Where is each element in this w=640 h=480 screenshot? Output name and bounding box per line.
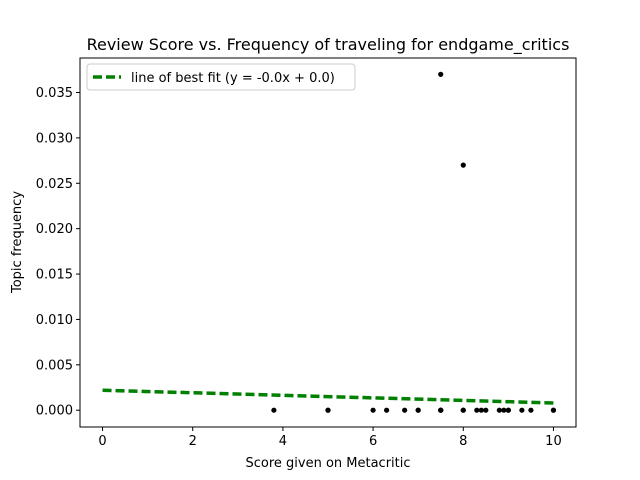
y-axis: 0.000 0.005 0.010 0.015 0.020 0.025 0.030 0.035 [36, 86, 80, 419]
y-tick-label: 0.000 [36, 404, 73, 419]
data-point [528, 407, 534, 413]
plot-frame [79, 57, 577, 428]
legend-box [86, 63, 356, 91]
data-point [438, 71, 444, 77]
data-point [415, 407, 421, 413]
y-tick-label: 0.010 [36, 313, 73, 328]
data-point [370, 407, 376, 413]
data-point [496, 407, 502, 413]
y-tick-label: 0.035 [36, 86, 73, 101]
fit-line [102, 388, 554, 405]
x-axis-label: Score given on Metacritic [245, 456, 410, 471]
data-point [478, 407, 484, 413]
y-tick-label: 0.020 [36, 222, 73, 237]
y-tick-label: 0.005 [36, 358, 73, 373]
data-point [402, 407, 408, 413]
data-point [384, 407, 390, 413]
data-point [501, 407, 507, 413]
data-point [460, 162, 466, 168]
x-tick-label: 2 [189, 434, 197, 449]
x-tick-label: 8 [459, 434, 467, 449]
y-tick-label: 0.015 [36, 268, 73, 283]
data-point [505, 407, 511, 413]
data-point [438, 407, 444, 413]
y-tick-label: 0.025 [36, 177, 73, 192]
x-tick-label: 6 [369, 434, 377, 449]
x-tick-label: 0 [98, 434, 106, 449]
plot-area [102, 71, 557, 413]
data-point [460, 407, 466, 413]
data-point [519, 407, 525, 413]
x-axis: 0 2 4 6 8 10 [98, 427, 562, 449]
y-axis-label: Topic frequency [10, 191, 25, 294]
data-point [483, 407, 489, 413]
data-point [474, 407, 480, 413]
x-tick-label: 10 [545, 434, 562, 449]
data-point [325, 407, 331, 413]
data-point [550, 407, 557, 413]
legend-label-fit-line: line of best fit (y = -0.0x + 0.0) [131, 71, 335, 86]
x-tick-label: 4 [279, 434, 287, 449]
chart-title: Review Score vs. Frequency of traveling … [87, 35, 570, 55]
data-point [271, 407, 277, 413]
y-tick-label: 0.030 [36, 131, 73, 146]
legend: line of best fit (y = -0.0x + 0.0) [86, 63, 356, 91]
